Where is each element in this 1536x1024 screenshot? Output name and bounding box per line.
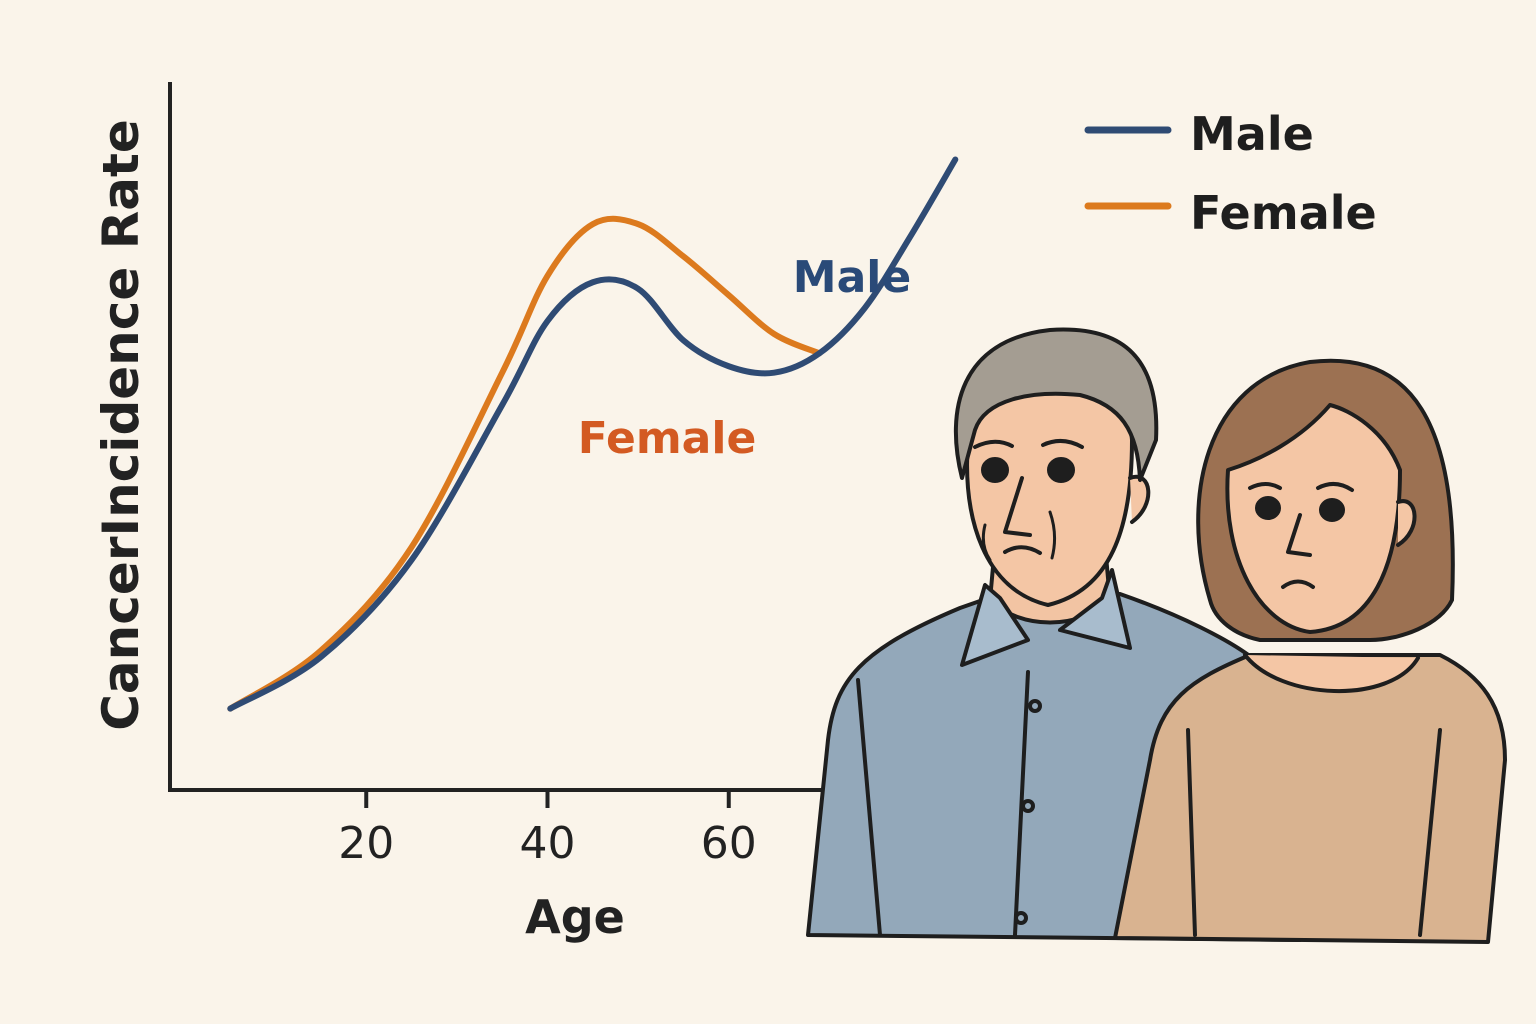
woman-brows — [1248, 482, 1354, 492]
woman-ear — [1396, 499, 1417, 547]
legend-label-male: Male — [1190, 107, 1314, 161]
man-eye-left — [981, 457, 1009, 483]
woman-sweater — [1113, 653, 1507, 944]
annotation-male: Male — [793, 252, 911, 303]
man-button — [1028, 699, 1042, 713]
man-hair — [953, 327, 1159, 482]
woman-mouth — [1281, 579, 1315, 589]
man-arm-line — [856, 678, 882, 937]
series-line-male — [227, 156, 959, 712]
annotation-female: Female — [578, 413, 757, 464]
legend-label-female: Female — [1190, 186, 1377, 240]
man-nose — [1003, 476, 1032, 537]
x-tick-label: 60 — [701, 818, 757, 869]
man-brows — [973, 439, 1084, 449]
x-tick-label: 40 — [520, 818, 576, 869]
man-ear — [1128, 474, 1151, 524]
woman-neckline — [1243, 653, 1420, 694]
man-eye-right — [1047, 457, 1075, 483]
legend: Male Female — [1084, 107, 1377, 240]
man-wrinkles — [981, 510, 1057, 562]
woman-arm-line — [1418, 728, 1442, 937]
woman-face — [1225, 403, 1402, 634]
series-lines — [227, 156, 959, 712]
man-button — [1014, 911, 1028, 925]
worried-couple-illustration — [806, 327, 1507, 944]
woman-nose — [1286, 513, 1312, 557]
woman-eye-left — [1255, 496, 1281, 520]
man-button — [1021, 799, 1035, 813]
man-collar — [960, 568, 1132, 667]
woman-arm-line — [1186, 728, 1197, 937]
x-tick-label: 20 — [338, 818, 394, 869]
x-ticks: 20 40 60 — [338, 790, 757, 869]
woman-eye-right — [1319, 498, 1345, 522]
y-axis-label: CancerIncidence Rate — [92, 119, 150, 731]
man-mouth — [1003, 545, 1042, 555]
series-line-female — [227, 215, 823, 712]
x-axis-label: Age — [525, 890, 625, 944]
